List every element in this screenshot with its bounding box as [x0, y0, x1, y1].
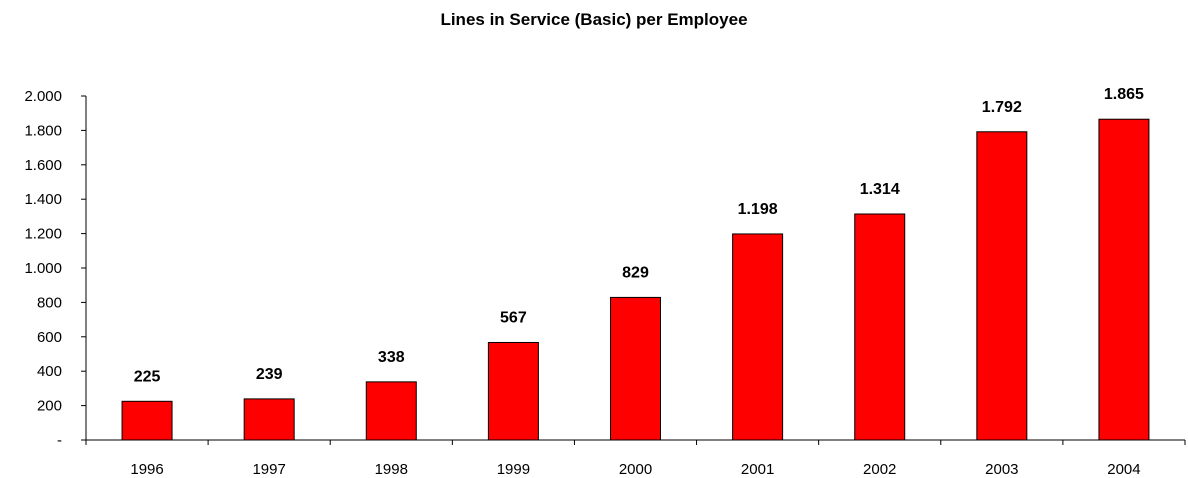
bar-2004 [1098, 118, 1150, 441]
y-tick-label: - [57, 432, 62, 449]
data-label-1998: 338 [378, 349, 405, 366]
y-tick-label: 1.800 [24, 122, 62, 139]
y-tick-label: 1.000 [24, 260, 62, 277]
x-tick-label-2003: 2003 [985, 461, 1018, 478]
x-tick-label-2002: 2002 [863, 461, 896, 478]
x-axis: 1996 1997 1998 1999 2000 2001 2002 2003 2004 [85, 439, 1186, 478]
x-tick-label-1997: 1997 [252, 461, 285, 478]
data-label-2001: 1.198 [738, 201, 778, 218]
data-label-1997: 239 [256, 366, 283, 383]
y-axis: - 200 400 600 800 1.000 1.200 1.400 1.600 1.800 2.… [24, 88, 87, 449]
y-tick-label: 1.200 [24, 226, 62, 243]
x-tick-label-1996: 1996 [130, 461, 163, 478]
data-label-2003: 1.792 [982, 99, 1022, 116]
bar-1996 [121, 400, 173, 441]
data-label-2000: 829 [622, 264, 649, 281]
bar-1997 [243, 398, 295, 441]
x-tick-label-1998: 1998 [375, 461, 408, 478]
data-label-2004: 1.865 [1104, 86, 1144, 103]
bar-2000 [610, 296, 661, 441]
x-tick-label-2004: 2004 [1107, 461, 1140, 478]
data-label-1999: 567 [500, 309, 527, 326]
bar-1999 [487, 341, 539, 441]
y-tick-label: 2.000 [24, 88, 62, 105]
y-tick-label: 800 [37, 294, 62, 311]
y-tick-label: 1.400 [24, 191, 62, 208]
bar-1998 [365, 381, 417, 441]
x-tick-label-1999: 1999 [497, 461, 530, 478]
chart-title: Lines in Service (Basic) per Employee [440, 10, 748, 29]
x-tick-label-2000: 2000 [619, 461, 652, 478]
data-labels: 225 239 338 567 829 1.198 1.314 1.792 1.865 [134, 86, 1144, 385]
x-tick-label-2001: 2001 [741, 461, 774, 478]
bar-2001 [732, 233, 784, 441]
y-tick-label: 400 [37, 363, 62, 380]
bars [121, 118, 1150, 441]
y-tick-label: 1.600 [24, 157, 62, 174]
y-tick-label: 200 [37, 398, 62, 415]
y-tick-label: 600 [37, 329, 62, 346]
bar-2002 [854, 213, 906, 441]
bar-2003 [976, 131, 1028, 441]
data-label-2002: 1.314 [860, 181, 900, 198]
data-label-1996: 225 [134, 368, 161, 385]
